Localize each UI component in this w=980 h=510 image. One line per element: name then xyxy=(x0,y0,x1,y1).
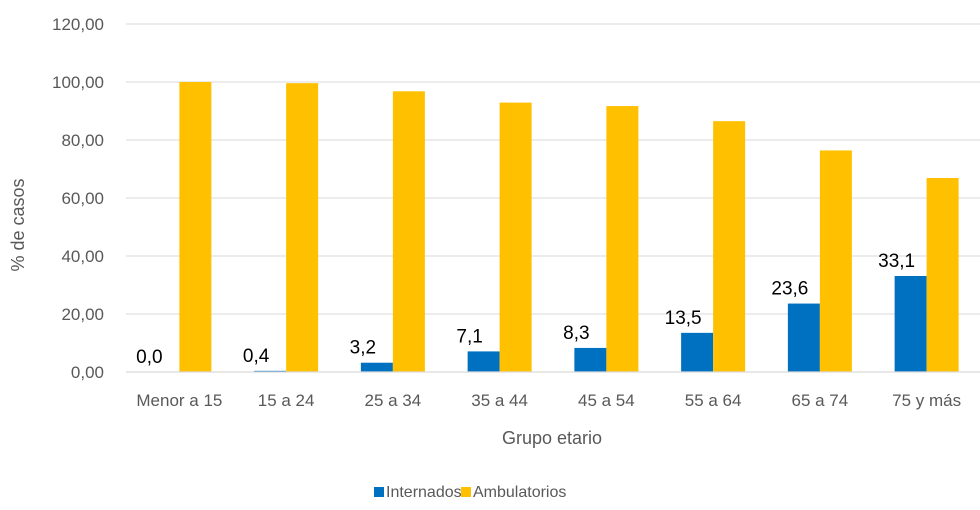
x-tick-label: 65 a 74 xyxy=(792,391,849,410)
x-tick-label: 55 a 64 xyxy=(685,391,742,410)
legend-swatch xyxy=(374,487,384,497)
data-label: 33,1 xyxy=(878,251,915,272)
legend-swatch xyxy=(461,487,471,497)
legend-label: Internados xyxy=(386,484,462,501)
bar-ambulatorios xyxy=(392,91,425,372)
y-tick-label: 40,00 xyxy=(61,247,104,266)
bar-ambulatorios xyxy=(499,102,532,372)
data-label: 0,4 xyxy=(243,346,270,367)
x-tick-label: Menor a 15 xyxy=(136,391,222,410)
data-label: 13,5 xyxy=(665,308,702,329)
bar-internados xyxy=(681,332,714,372)
x-tick-label: 75 y más xyxy=(892,391,961,410)
bar-internados xyxy=(360,362,393,372)
bar-ambulatorios xyxy=(179,82,212,372)
bar-ambulatorios xyxy=(606,106,639,372)
bars xyxy=(179,82,959,373)
bar-internados xyxy=(467,351,500,372)
x-axis-title: Grupo etario xyxy=(502,428,602,448)
data-label: 7,1 xyxy=(456,326,482,347)
x-tick-label: 35 a 44 xyxy=(471,391,528,410)
data-label: 0,0 xyxy=(136,347,162,368)
y-tick-label: 120,00 xyxy=(52,15,104,34)
y-tick-label: 60,00 xyxy=(61,189,104,208)
gridlines xyxy=(126,23,980,373)
y-tick-label: 80,00 xyxy=(61,131,104,150)
x-tick-label: 15 a 24 xyxy=(258,391,315,410)
y-tick-label: 20,00 xyxy=(61,305,104,324)
bar-internados xyxy=(574,347,607,372)
y-tick-label: 100,00 xyxy=(52,73,104,92)
bar-internados xyxy=(894,276,927,372)
data-label: 23,6 xyxy=(771,279,808,300)
legend-label: Ambulatorios xyxy=(473,484,566,501)
data-label: 3,2 xyxy=(350,338,376,359)
bar-ambulatorios xyxy=(926,177,959,372)
data-label: 8,3 xyxy=(563,323,589,344)
x-tick-label: 25 a 34 xyxy=(365,391,422,410)
bar-internados xyxy=(787,303,820,372)
y-axis-title: % de casos xyxy=(8,178,28,271)
bar-ambulatorios xyxy=(713,121,746,373)
bar-ambulatorios xyxy=(819,150,852,372)
y-tick-label: 0,00 xyxy=(71,363,104,382)
bar-ambulatorios xyxy=(286,83,319,372)
data-labels: 0,0 0,4 3,2 7,1 8,3 13,5 23,6 33,1 xyxy=(136,251,915,368)
axes: 0,00 20,00 40,00 60,00 80,00 100,00 120,00 Meno… xyxy=(52,15,980,410)
legend: Internados Ambulatorios xyxy=(374,484,566,501)
x-tick-label: 45 a 54 xyxy=(578,391,635,410)
